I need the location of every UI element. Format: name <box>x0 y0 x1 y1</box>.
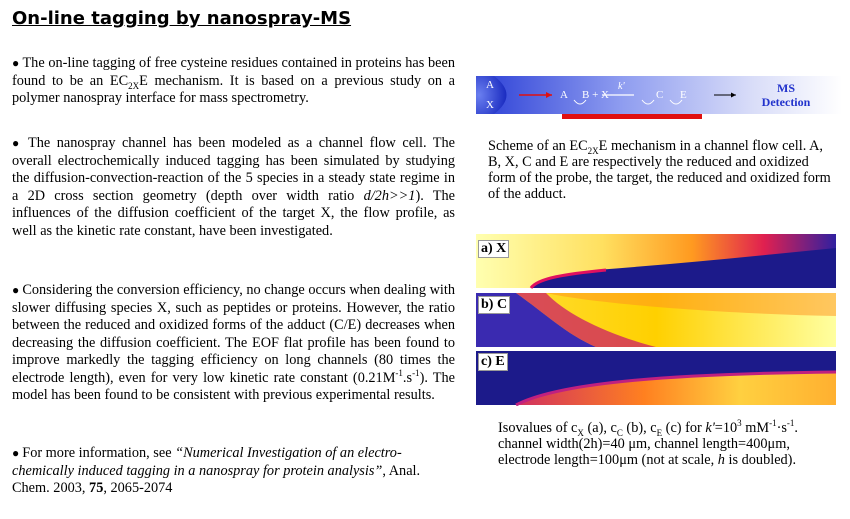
text: -1 <box>786 418 795 429</box>
label: A <box>486 79 494 91</box>
text: The nanospray channel has been modeled a… <box>12 135 455 204</box>
text: ). The influences of the diffusion coeff… <box>12 187 455 239</box>
text: For more information, see <box>22 445 176 461</box>
text: b) <box>481 297 494 312</box>
label: A <box>560 89 568 101</box>
paragraph: The nanospray channel has been modeled a… <box>12 135 455 240</box>
text: The on-line tagging of free cysteine res… <box>12 55 455 89</box>
text: h <box>717 452 725 468</box>
text: a) <box>481 241 493 256</box>
panel-label: b) C <box>478 296 511 314</box>
text: ·s <box>776 420 787 436</box>
text: d/2h>>1 <box>363 187 416 204</box>
paragraph: Considering the conversion efficiency, n… <box>12 282 455 405</box>
text: -1 <box>395 367 403 378</box>
text: E <box>495 354 505 369</box>
label: E <box>680 89 687 101</box>
text: E mechanism in a channel flow cell. A, B… <box>488 138 831 202</box>
paragraph: The on-line tagging of free cysteine res… <box>12 55 455 108</box>
text: k' <box>705 420 715 436</box>
text: is doubled). <box>724 452 797 468</box>
text: E mechanism. It is based on a previous s… <box>12 72 456 107</box>
text: (a), c <box>583 420 617 436</box>
text: mM <box>741 420 770 436</box>
label: Detection <box>762 95 811 109</box>
text: (c) for <box>662 420 706 436</box>
label: k' <box>618 81 625 92</box>
text: Isovalues of c <box>498 420 578 436</box>
title: On-line tagging by nanospray-MS <box>12 8 352 29</box>
text: -1 <box>769 418 777 429</box>
panel-label: c) E <box>478 353 508 371</box>
panel-label: a) X <box>478 240 510 258</box>
text: c) <box>481 354 492 369</box>
scheme: A X A B + X k' C E MS Detection <box>476 76 842 119</box>
text: =10 <box>714 420 738 436</box>
text: C <box>496 297 508 312</box>
label: MS <box>777 81 795 95</box>
heatmaps <box>476 234 837 406</box>
text: 2X <box>128 80 140 91</box>
text: ). The model has been found to be consis… <box>12 369 455 404</box>
caption: Isovalues of cX (a), cC (b), cE (c) for … <box>498 418 838 468</box>
label: C <box>656 89 663 101</box>
text: (b), c <box>622 420 657 436</box>
text: X <box>577 427 584 438</box>
text: 75 <box>89 480 104 496</box>
text: , Anal. Chem. 2003, <box>12 462 421 497</box>
text: Scheme of an EC <box>488 138 588 154</box>
text: 2X <box>587 145 599 156</box>
text: , 2065-2074 <box>103 480 173 496</box>
text: “Numerical Investigation of an electro-c… <box>12 445 402 479</box>
text: Considering the conversion efficiency, n… <box>12 282 455 386</box>
text: C <box>616 427 623 438</box>
label: X <box>486 99 494 111</box>
text: . channel width(2h)=40 μm, channel lengt… <box>498 420 798 468</box>
text: X <box>496 241 507 256</box>
label: B + X <box>582 89 609 101</box>
caption: Scheme of an EC2XE mechanism in a channe… <box>488 138 838 202</box>
paragraph: For more information, see “Numerical Inv… <box>12 445 455 498</box>
text: E <box>656 427 663 438</box>
text: 3 <box>737 418 742 429</box>
text: -1 <box>412 367 420 378</box>
text: .s <box>402 369 413 386</box>
